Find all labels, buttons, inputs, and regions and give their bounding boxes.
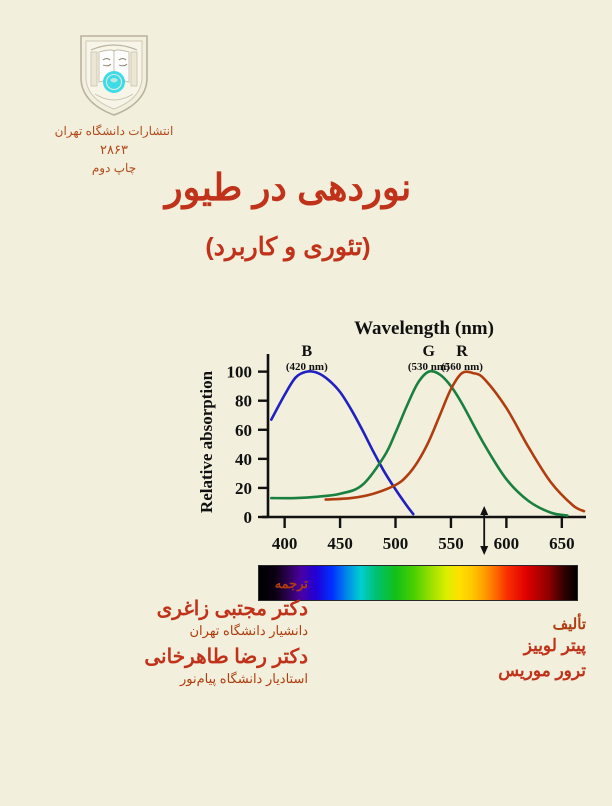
- peak-label-R: R: [456, 343, 468, 360]
- publisher-number: ۲۸۶۳: [100, 142, 128, 157]
- chart-curves: [270, 369, 586, 517]
- svg-text:100: 100: [227, 363, 253, 382]
- peak-label-B: B: [301, 343, 312, 360]
- translator-label: ترجمه: [274, 576, 308, 591]
- publisher-edition: چاپ دوم: [91, 161, 137, 175]
- author-name-2: ترور موریس: [498, 660, 586, 680]
- svg-text:0: 0: [244, 508, 253, 527]
- translator-credits: ترجمه دکتر مجتبی زاغری دانشیار دانشگاه ت…: [60, 576, 308, 688]
- book-subtitle: (تئوری و کاربرد): [205, 233, 371, 261]
- translator-affiliation-1: دانشیار دانشگاه تهران: [189, 623, 308, 638]
- author-credits: تألیف پیتر لوییز ترور موریس: [386, 615, 586, 683]
- chart-title: Wavelength (nm): [354, 318, 494, 339]
- svg-text:40: 40: [235, 450, 252, 469]
- chart-axes: [262, 354, 586, 519]
- translator-affiliation-2: استادیار دانشگاه پیام‌نور: [180, 670, 308, 686]
- svg-text:450: 450: [327, 534, 353, 553]
- curve-R: [324, 370, 586, 513]
- curve-B: [270, 370, 415, 516]
- svg-text:400: 400: [272, 534, 298, 553]
- chart-svg: Wavelength (nm) Relative absorption 0 20 4…: [197, 318, 586, 555]
- visible-light-spectrum-bar: [258, 565, 578, 601]
- svg-text:80: 80: [235, 392, 252, 411]
- translator-name-2: دکتر رضا طاهرخانی: [144, 645, 308, 668]
- university-of-tehran-shield-logo: [80, 35, 148, 116]
- peak-sublabel-B: (420 nm): [286, 361, 328, 373]
- book-title: نوردهی در طیور: [164, 167, 412, 208]
- svg-text:20: 20: [235, 479, 252, 498]
- svg-text:600: 600: [494, 534, 520, 553]
- peak-sublabel-G: (530 nm): [408, 361, 450, 373]
- y-axis-ticks: 0 20 40 60 80 100: [227, 363, 268, 527]
- chart-peak-labels: B(420 nm) G(530 nm) R(560 nm): [286, 343, 483, 373]
- absorption-spectra-chart: Wavelength (nm) Relative absorption 0 20 4…: [196, 312, 596, 562]
- svg-text:650: 650: [549, 534, 575, 553]
- y-axis-label: Relative absorption: [197, 370, 216, 513]
- x-axis-ticks: 400 450 500 550 600 650: [272, 517, 575, 553]
- peak-sublabel-R: (560 nm): [441, 361, 483, 373]
- publisher-name: انتشارات دانشگاه تهران: [54, 124, 174, 138]
- publisher-block: انتشارات دانشگاه تهران ۲۸۶۳ چاپ دوم: [44, 30, 184, 175]
- translator-name-1: دکتر مجتبی زاغری: [156, 598, 308, 620]
- curve-G: [270, 369, 569, 517]
- author-name-1: پیتر لوییز: [523, 636, 586, 655]
- svg-text:60: 60: [235, 421, 252, 440]
- author-label: تألیف: [552, 616, 586, 633]
- svg-text:500: 500: [383, 534, 409, 553]
- svg-text:550: 550: [438, 534, 464, 553]
- peak-label-G: G: [423, 343, 436, 360]
- wavelength-pointer-arrow: [480, 506, 489, 555]
